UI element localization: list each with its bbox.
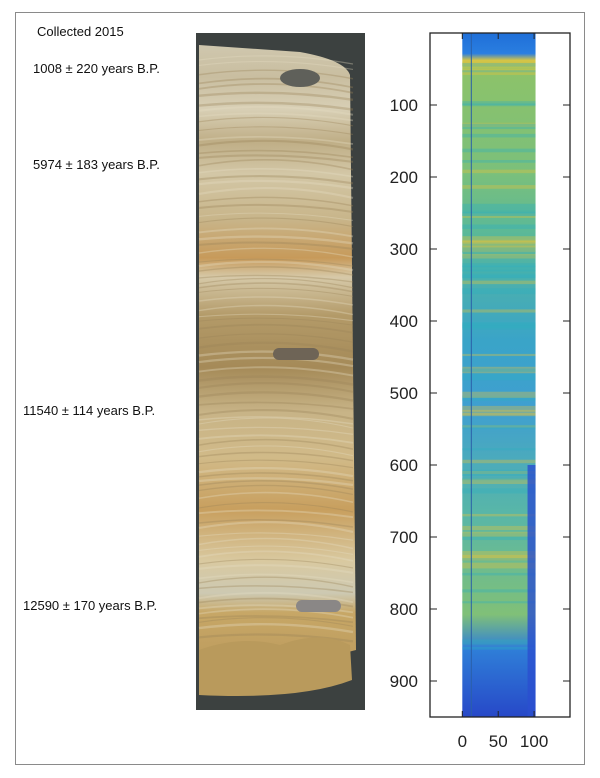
collected-label: Collected 2015 xyxy=(37,24,124,39)
y-tick-label: 600 xyxy=(390,456,418,475)
heatmap-band xyxy=(462,169,536,174)
heatmap-band xyxy=(462,274,536,278)
date-label-2: 5974 ± 183 years B.P. xyxy=(33,157,160,172)
sample-hole xyxy=(296,600,341,612)
heatmap-band xyxy=(462,513,536,517)
heatmap-band xyxy=(462,239,536,244)
heatmap-band xyxy=(462,148,536,153)
heatmap-band xyxy=(462,69,536,76)
heatmap-band xyxy=(462,391,536,398)
date-label-1: 1008 ± 220 years B.P. xyxy=(33,61,160,76)
heatmap-band xyxy=(462,469,536,477)
heatmap-band xyxy=(462,562,536,569)
y-tick-label: 100 xyxy=(390,96,418,115)
x-tick-label: 100 xyxy=(520,732,548,751)
heatmap-band xyxy=(462,554,536,561)
y-tick-label: 300 xyxy=(390,240,418,259)
heatmap-band xyxy=(462,122,536,128)
heatmap-band xyxy=(462,366,536,374)
heatmap-band xyxy=(462,272,536,279)
figure-frame xyxy=(15,12,585,765)
heatmap-band xyxy=(462,533,536,541)
heatmap-band xyxy=(462,395,536,401)
y-tick-label: 500 xyxy=(390,384,418,403)
y-tick-label: 800 xyxy=(390,600,418,619)
heatmap-band xyxy=(462,101,536,106)
heatmap-band xyxy=(462,479,536,482)
heatmap-band xyxy=(462,459,536,464)
heatmap-band xyxy=(462,62,536,67)
heatmap-band xyxy=(462,572,536,576)
y-tick-label: 200 xyxy=(390,168,418,187)
date-label-4: 12590 ± 170 years B.P. xyxy=(23,598,158,613)
heatmap-band xyxy=(462,241,536,248)
y-tick-label: 700 xyxy=(390,528,418,547)
heatmap-band xyxy=(462,425,536,428)
heatmap-band xyxy=(462,123,536,130)
heatmap-band xyxy=(462,103,536,107)
heatmap-band xyxy=(462,531,536,537)
heatmap-band xyxy=(462,425,536,430)
heatmap-band xyxy=(462,210,536,217)
heatmap-band xyxy=(462,601,536,604)
heatmap-band xyxy=(462,213,536,218)
heatmap-band xyxy=(462,255,536,259)
heatmap-band xyxy=(462,325,536,330)
heatmap-band xyxy=(462,525,536,531)
heatmap-band xyxy=(462,413,536,417)
heatmap-band xyxy=(462,373,536,381)
heatmap-band xyxy=(462,250,536,253)
heatmap-band xyxy=(462,236,536,243)
heatmap-band xyxy=(462,323,536,329)
heatmap-band xyxy=(462,488,536,494)
heatmap-band xyxy=(462,245,536,253)
heatmap-band xyxy=(462,224,536,229)
heatmap-image xyxy=(462,33,536,717)
heatmap-band xyxy=(462,263,536,268)
heatmap-band xyxy=(462,477,536,480)
heatmap-band xyxy=(462,353,536,357)
heatmap-edge xyxy=(527,465,536,717)
heatmap-band xyxy=(462,269,536,273)
heatmap-band xyxy=(462,322,536,326)
growth-bands xyxy=(198,55,354,643)
heatmap-band xyxy=(462,409,536,414)
heatmap-band xyxy=(462,211,536,216)
axes-box xyxy=(429,32,571,718)
x-tick-label: 50 xyxy=(489,732,508,751)
heatmap-band xyxy=(462,70,536,73)
heatmap-band xyxy=(462,265,536,271)
heatmap-band xyxy=(462,288,536,295)
heatmap-band xyxy=(462,639,536,645)
heatmap-band xyxy=(462,253,536,259)
heatmap-band xyxy=(462,448,536,451)
heatmap-band xyxy=(462,61,536,67)
heatmap-band xyxy=(462,159,536,163)
heatmap-band xyxy=(462,558,536,561)
date-label-3: 11540 ± 114 years B.P. xyxy=(23,403,156,418)
heatmap-band xyxy=(462,413,536,416)
x-tick-label: 0 xyxy=(458,732,467,751)
heatmap-band xyxy=(462,589,536,593)
heatmap-band xyxy=(462,246,536,253)
heatmap-band xyxy=(462,368,536,372)
heatmap-band xyxy=(462,551,536,558)
sample-hole xyxy=(280,69,320,87)
heatmap-band xyxy=(462,185,536,189)
heatmap-band xyxy=(462,647,536,650)
heatmap-band xyxy=(462,203,536,211)
heatmap-band xyxy=(462,133,536,138)
heatmap-band xyxy=(462,405,536,412)
heatmap-band xyxy=(462,478,536,485)
sample-hole xyxy=(273,348,319,360)
heatmap-band xyxy=(462,280,536,285)
y-tick-label: 900 xyxy=(390,672,418,691)
heatmap-band xyxy=(462,309,536,313)
heatmap-band xyxy=(462,470,536,474)
y-tick-label: 400 xyxy=(390,312,418,331)
